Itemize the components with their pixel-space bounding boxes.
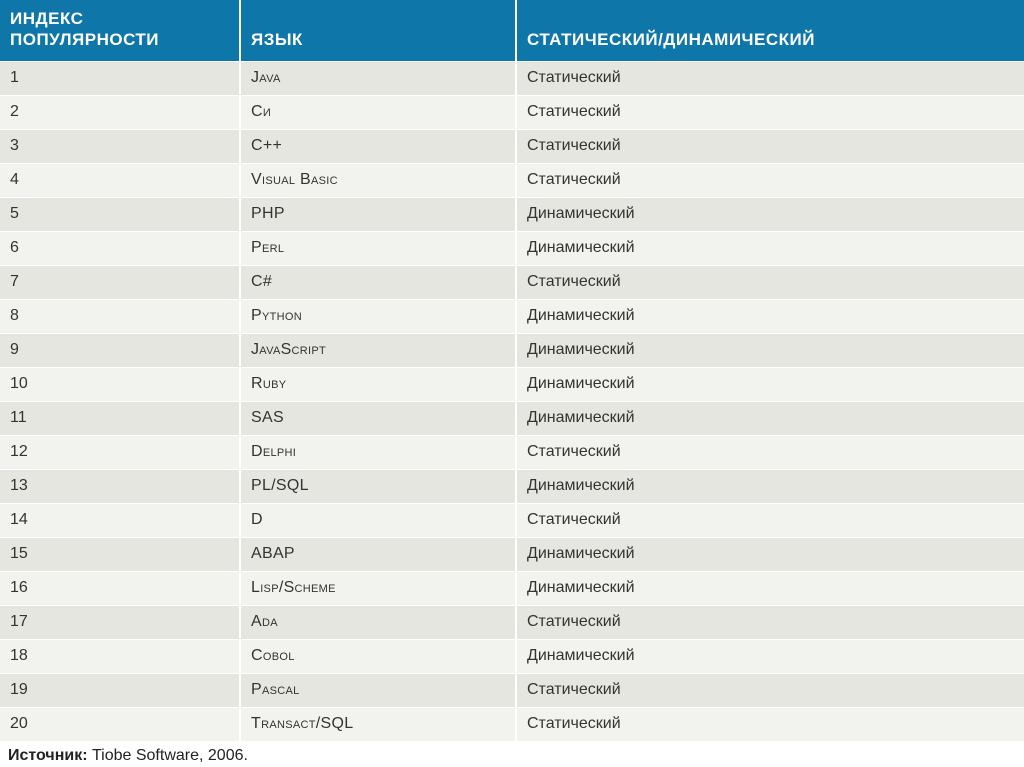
table-row: 4Visual BasicСтатический (0, 163, 1024, 197)
cell-index: 6 (0, 231, 240, 265)
cell-language: Cobol (240, 639, 516, 673)
cell-index: 17 (0, 605, 240, 639)
table-row: 10RubyДинамический (0, 367, 1024, 401)
cell-type: Статический (516, 265, 1024, 299)
cell-index: 2 (0, 95, 240, 129)
source-line: Источник: Tiobe Software, 2006. (0, 741, 1024, 765)
table-row: 9JavaScriptДинамический (0, 333, 1024, 367)
cell-language: PHP (240, 197, 516, 231)
header-index: ИНДЕКСПОПУЛЯРНОСТИ (0, 0, 240, 61)
table-row: 12DelphiСтатический (0, 435, 1024, 469)
cell-language: Си (240, 95, 516, 129)
header-language: ЯЗЫК (240, 0, 516, 61)
cell-type: Статический (516, 435, 1024, 469)
cell-type: Динамический (516, 333, 1024, 367)
table-row: 5PHPДинамический (0, 197, 1024, 231)
cell-type: Статический (516, 503, 1024, 537)
cell-language: C++ (240, 129, 516, 163)
cell-language: Visual Basic (240, 163, 516, 197)
table-row: 18CobolДинамический (0, 639, 1024, 673)
cell-index: 10 (0, 367, 240, 401)
header-type: СТАТИЧЕСКИЙ/ДИНАМИЧЕСКИЙ (516, 0, 1024, 61)
cell-type: Динамический (516, 571, 1024, 605)
cell-type: Динамический (516, 401, 1024, 435)
cell-language: JavaScript (240, 333, 516, 367)
cell-language: Perl (240, 231, 516, 265)
cell-language: Pascal (240, 673, 516, 707)
table-row: 8PythonДинамический (0, 299, 1024, 333)
table-row: 14DСтатический (0, 503, 1024, 537)
cell-language: Ruby (240, 367, 516, 401)
cell-index: 13 (0, 469, 240, 503)
table-row: 15ABAPДинамический (0, 537, 1024, 571)
cell-index: 14 (0, 503, 240, 537)
table-row: 2СиСтатический (0, 95, 1024, 129)
cell-language: Python (240, 299, 516, 333)
cell-language: Ada (240, 605, 516, 639)
cell-type: Динамический (516, 537, 1024, 571)
cell-index: 12 (0, 435, 240, 469)
cell-index: 19 (0, 673, 240, 707)
table-row: 17AdaСтатический (0, 605, 1024, 639)
cell-language: Transact/SQL (240, 707, 516, 741)
cell-index: 9 (0, 333, 240, 367)
source-value: Tiobe Software, 2006. (92, 747, 248, 764)
table-row: 6PerlДинамический (0, 231, 1024, 265)
cell-language: PL/SQL (240, 469, 516, 503)
cell-type: Статический (516, 673, 1024, 707)
table-row: 7C#Статический (0, 265, 1024, 299)
cell-language: SAS (240, 401, 516, 435)
source-label: Источник: (8, 747, 88, 764)
table-row: 16Lisp/SchemeДинамический (0, 571, 1024, 605)
cell-language: Java (240, 61, 516, 95)
cell-type: Динамический (516, 299, 1024, 333)
cell-index: 7 (0, 265, 240, 299)
cell-language: ABAP (240, 537, 516, 571)
cell-type: Статический (516, 129, 1024, 163)
table-row: 13PL/SQLДинамический (0, 469, 1024, 503)
cell-index: 18 (0, 639, 240, 673)
cell-type: Статический (516, 61, 1024, 95)
cell-type: Динамический (516, 469, 1024, 503)
cell-type: Статический (516, 707, 1024, 741)
cell-index: 15 (0, 537, 240, 571)
cell-index: 5 (0, 197, 240, 231)
cell-language: Lisp/Scheme (240, 571, 516, 605)
cell-index: 20 (0, 707, 240, 741)
cell-type: Динамический (516, 639, 1024, 673)
table-row: 19PascalСтатический (0, 673, 1024, 707)
table-row: 20Transact/SQLСтатический (0, 707, 1024, 741)
cell-index: 4 (0, 163, 240, 197)
cell-type: Статический (516, 95, 1024, 129)
cell-index: 11 (0, 401, 240, 435)
cell-language: Delphi (240, 435, 516, 469)
popularity-table: ИНДЕКСПОПУЛЯРНОСТИ ЯЗЫК СТАТИЧЕСКИЙ/ДИНА… (0, 0, 1024, 741)
cell-type: Статический (516, 605, 1024, 639)
cell-language: D (240, 503, 516, 537)
table-row: 1JavaСтатический (0, 61, 1024, 95)
cell-index: 3 (0, 129, 240, 163)
table-header-row: ИНДЕКСПОПУЛЯРНОСТИ ЯЗЫК СТАТИЧЕСКИЙ/ДИНА… (0, 0, 1024, 61)
cell-type: Динамический (516, 197, 1024, 231)
cell-index: 1 (0, 61, 240, 95)
cell-index: 16 (0, 571, 240, 605)
table-row: 3C++Статический (0, 129, 1024, 163)
cell-type: Динамический (516, 231, 1024, 265)
cell-type: Статический (516, 163, 1024, 197)
cell-language: C# (240, 265, 516, 299)
cell-type: Динамический (516, 367, 1024, 401)
cell-index: 8 (0, 299, 240, 333)
popularity-table-container: ИНДЕКСПОПУЛЯРНОСТИ ЯЗЫК СТАТИЧЕСКИЙ/ДИНА… (0, 0, 1024, 765)
table-row: 11SASДинамический (0, 401, 1024, 435)
